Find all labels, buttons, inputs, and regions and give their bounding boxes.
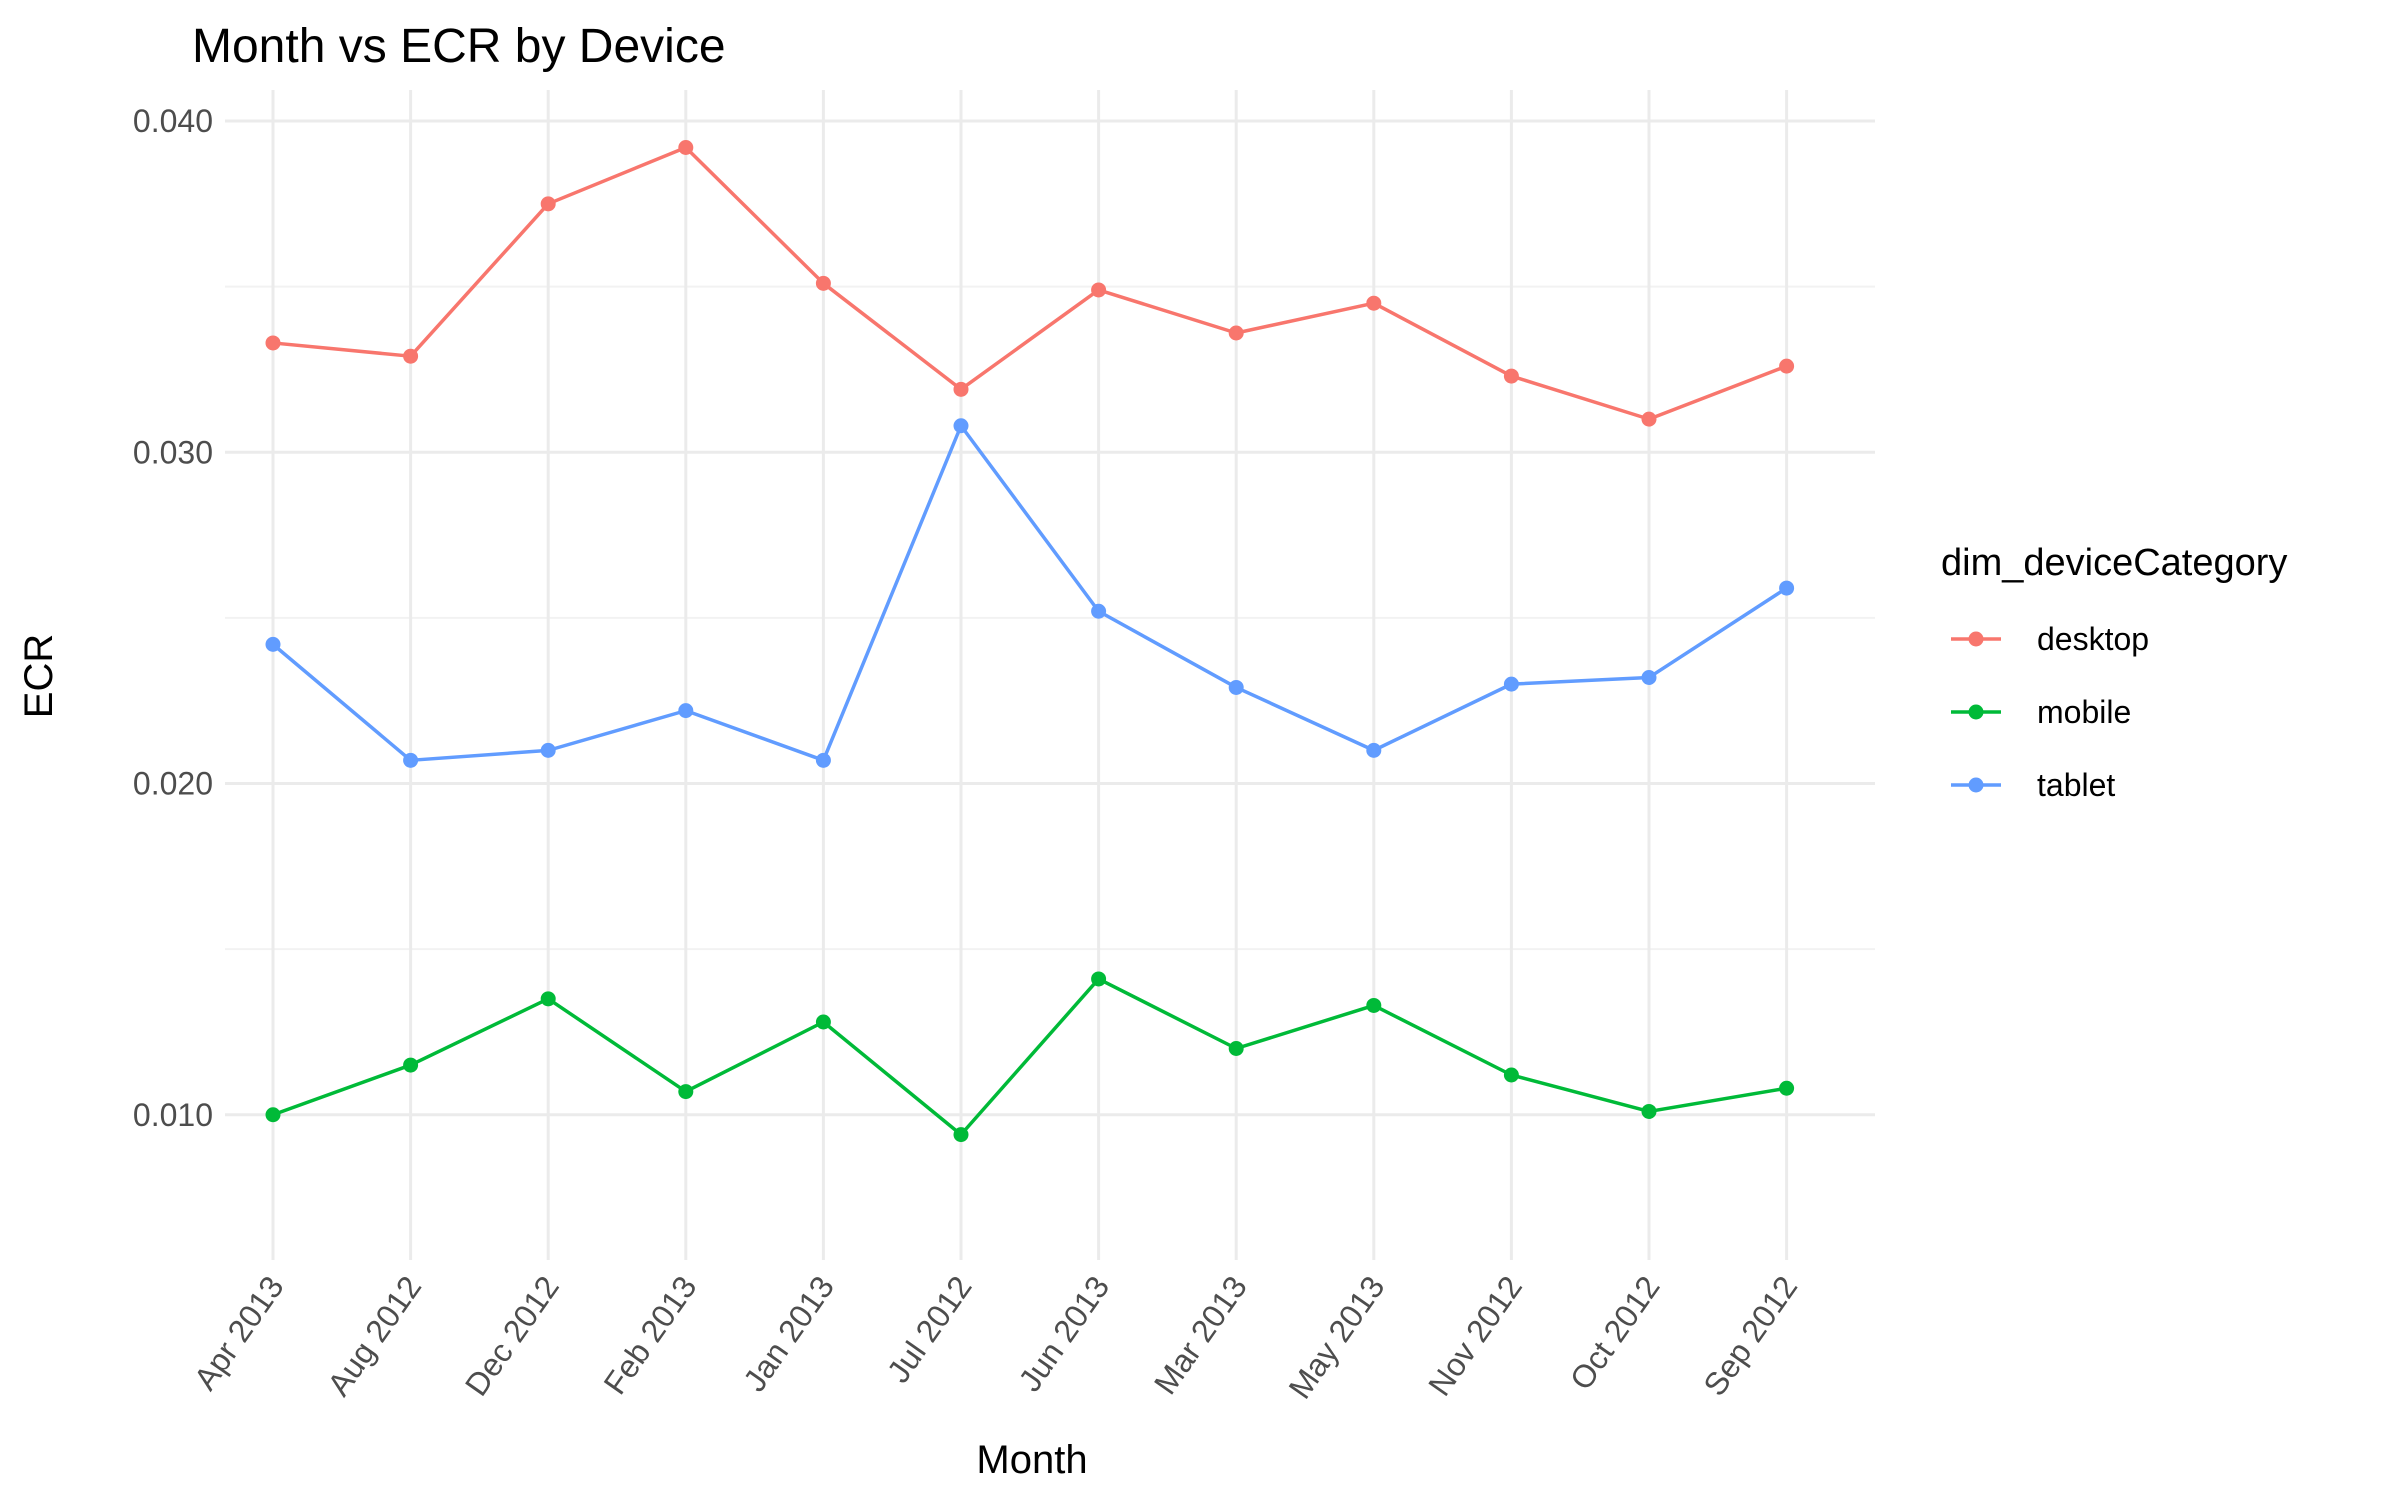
data-point-tablet <box>265 636 281 652</box>
data-point-mobile <box>678 1084 694 1100</box>
data-point-mobile <box>1503 1067 1519 1083</box>
legend-item-tablet: tablet <box>1951 767 2115 803</box>
data-point-tablet <box>1228 679 1244 695</box>
data-point-desktop <box>1503 368 1519 384</box>
legend-item-mobile: mobile <box>1951 694 2131 730</box>
legend-point-swatch <box>1968 704 1984 720</box>
series-layer <box>265 140 1795 1143</box>
data-point-desktop <box>678 140 694 155</box>
data-point-desktop <box>265 335 281 351</box>
legend-point-swatch <box>1968 777 1984 793</box>
y-axis-ticks: 0.010 0.020 0.030 0.040 <box>133 103 213 1133</box>
legend-items: desktop mobile tablet <box>1951 621 2149 803</box>
legend-label: desktop <box>2037 621 2149 657</box>
legend-title: dim_deviceCategory <box>1941 542 2287 584</box>
data-point-mobile <box>1779 1080 1795 1096</box>
legend-label: tablet <box>2037 767 2115 803</box>
y-tick-label: 0.030 <box>133 434 213 470</box>
data-point-tablet <box>1641 670 1657 685</box>
data-point-tablet <box>1779 580 1795 596</box>
data-point-mobile <box>1366 997 1382 1013</box>
data-point-mobile <box>403 1057 419 1073</box>
data-point-desktop <box>403 348 419 364</box>
data-point-tablet <box>953 418 969 434</box>
data-point-desktop <box>1779 358 1795 374</box>
data-point-tablet <box>1091 603 1107 619</box>
data-point-desktop <box>1641 411 1657 427</box>
y-axis-title: ECR <box>17 634 61 718</box>
data-point-mobile <box>540 991 556 1007</box>
data-point-tablet <box>540 742 556 758</box>
y-tick-label: 0.010 <box>133 1097 213 1133</box>
series-line-desktop <box>271 145 1789 421</box>
data-point-tablet <box>1366 742 1382 758</box>
series-desktop <box>265 140 1795 427</box>
data-point-mobile <box>1091 971 1107 987</box>
data-point-tablet <box>815 752 831 768</box>
data-point-tablet <box>403 752 419 768</box>
series-mobile <box>265 971 1795 1143</box>
series-line-mobile <box>271 977 1789 1137</box>
data-point-tablet <box>1503 676 1519 692</box>
x-axis-title: Month <box>976 1438 1087 1482</box>
data-point-desktop <box>815 275 831 291</box>
data-point-desktop <box>953 381 969 397</box>
series-line-tablet <box>271 424 1789 763</box>
chart-title: Month vs ECR by Device <box>192 20 726 73</box>
data-point-mobile <box>265 1107 281 1123</box>
legend-item-desktop: desktop <box>1951 621 2149 657</box>
y-tick-label: 0.040 <box>133 103 213 139</box>
y-tick-label: 0.020 <box>133 766 213 802</box>
data-point-mobile <box>815 1014 831 1030</box>
legend-label: mobile <box>2037 694 2131 730</box>
data-point-desktop <box>1091 282 1107 298</box>
legend: dim_deviceCategory desktop mobile tablet <box>1941 542 2287 803</box>
data-point-desktop <box>1366 295 1382 311</box>
legend-point-swatch <box>1968 631 1984 647</box>
data-point-desktop <box>540 196 556 212</box>
data-point-mobile <box>953 1127 969 1143</box>
data-point-mobile <box>1641 1103 1657 1119</box>
data-point-desktop <box>1228 325 1244 341</box>
data-point-mobile <box>1228 1041 1244 1056</box>
series-tablet <box>265 418 1795 768</box>
data-point-tablet <box>678 703 694 719</box>
